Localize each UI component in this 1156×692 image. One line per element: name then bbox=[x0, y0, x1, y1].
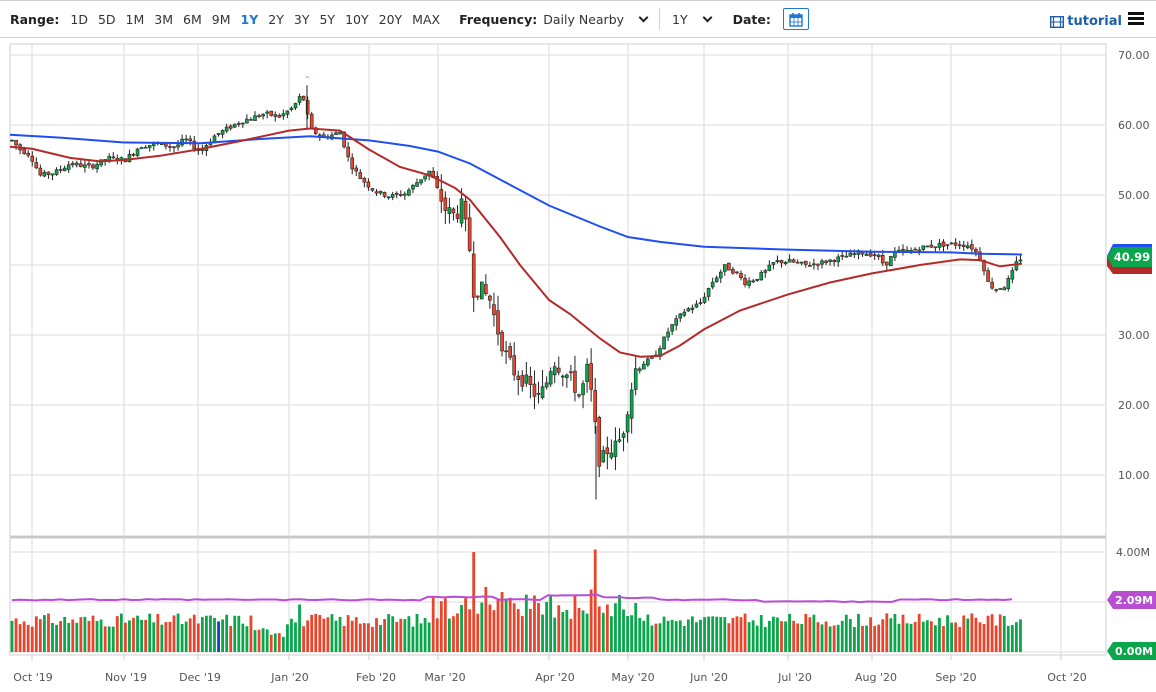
price-tick: 70.00 bbox=[1118, 49, 1150, 62]
x-axis-label: Sep '20 bbox=[935, 671, 976, 684]
volume-average-line bbox=[11, 593, 1013, 604]
price-tick: 30.00 bbox=[1118, 329, 1150, 342]
x-axis-label: Feb '20 bbox=[356, 671, 396, 684]
range-label: Range: bbox=[10, 11, 60, 27]
x-axis-label: Dec '19 bbox=[179, 671, 221, 684]
x-axis-label: Mar '20 bbox=[424, 671, 465, 684]
range-button-9m[interactable]: 9M bbox=[211, 11, 231, 27]
range-button-2y[interactable]: 2Y bbox=[268, 11, 284, 27]
calendar-icon bbox=[789, 12, 803, 27]
volume-tick: 4.00M bbox=[1116, 546, 1150, 559]
price-tick: 60.00 bbox=[1118, 119, 1150, 132]
range-button-max[interactable]: MAX bbox=[412, 11, 441, 27]
x-axis-label: Oct '19 bbox=[13, 671, 53, 684]
x-axis-label: Aug '20 bbox=[855, 671, 897, 684]
x-axis-label: Jun '20 bbox=[689, 671, 728, 684]
price-tick: 50.00 bbox=[1118, 189, 1150, 202]
price-tick: 20.00 bbox=[1118, 399, 1150, 412]
volume-average-badge: 2.09M bbox=[1107, 591, 1156, 609]
candlesticks: ^ bbox=[10, 76, 1023, 500]
x-axis-label: May '20 bbox=[611, 671, 654, 684]
date-label: Date: bbox=[732, 11, 771, 27]
x-axis-label: Oct '20 bbox=[1047, 671, 1087, 684]
volume-bars bbox=[10, 549, 1022, 652]
svg-text:0.00M: 0.00M bbox=[1115, 645, 1153, 658]
chart-toolbar: Range: 1D 5D 1M 3M 6M 9M 1Y 2Y 3Y 5Y 10Y 20Y MAX Fre… bbox=[0, 0, 1156, 38]
range-button-1d[interactable]: 1D bbox=[70, 11, 88, 27]
slow-moving-average-line bbox=[9, 133, 1023, 256]
range-button-5d[interactable]: 5D bbox=[97, 11, 116, 27]
range-button-3y[interactable]: 3Y bbox=[293, 11, 310, 27]
range-button-5y[interactable]: 5Y bbox=[319, 11, 336, 27]
toolbar-divider bbox=[659, 8, 661, 30]
tutorial-link[interactable]: tutorial bbox=[1050, 14, 1122, 29]
x-axis-label: Jan '20 bbox=[270, 671, 308, 684]
frequency-label: Frequency: bbox=[459, 11, 538, 27]
range-button-1m[interactable]: 1M bbox=[125, 11, 145, 27]
x-axis-label: Nov '19 bbox=[105, 671, 147, 684]
x-axis-label: Jul '20 bbox=[777, 671, 812, 684]
price-pane bbox=[9, 43, 1107, 537]
svg-text:2.09M: 2.09M bbox=[1115, 594, 1153, 607]
period-value: 1Y bbox=[672, 11, 688, 27]
last-price-badge: 40.99 bbox=[1107, 244, 1152, 274]
range-button-1y[interactable]: 1Y bbox=[240, 11, 259, 27]
price-tick: 10.00 bbox=[1118, 469, 1150, 482]
period-dropdown[interactable]: 1Y bbox=[672, 11, 713, 27]
hamburger-menu-icon[interactable] bbox=[1128, 12, 1144, 26]
range-button-6m[interactable]: 6M bbox=[183, 11, 202, 27]
range-button-20y[interactable]: 20Y bbox=[378, 11, 403, 27]
volume-zero-badge: 0.00M bbox=[1107, 642, 1156, 660]
range-button-3m[interactable]: 3M bbox=[154, 11, 174, 27]
frequency-value: Daily Nearby bbox=[543, 11, 625, 27]
svg-text:^: ^ bbox=[305, 76, 310, 83]
range-button-10y[interactable]: 10Y bbox=[345, 11, 369, 27]
fast-moving-average-line bbox=[9, 127, 1023, 358]
tutorial-label: tutorial bbox=[1067, 14, 1122, 29]
x-axis-label: Apr '20 bbox=[535, 671, 575, 684]
svg-text:40.99: 40.99 bbox=[1114, 250, 1150, 264]
range-buttons: 1D 5D 1M 3M 6M 9M 1Y 2Y 3Y 5Y 10Y 20Y MAX bbox=[65, 12, 445, 27]
film-icon bbox=[1050, 15, 1065, 28]
frequency-dropdown[interactable]: Daily Nearby bbox=[543, 11, 649, 27]
date-picker-button[interactable] bbox=[782, 8, 809, 30]
